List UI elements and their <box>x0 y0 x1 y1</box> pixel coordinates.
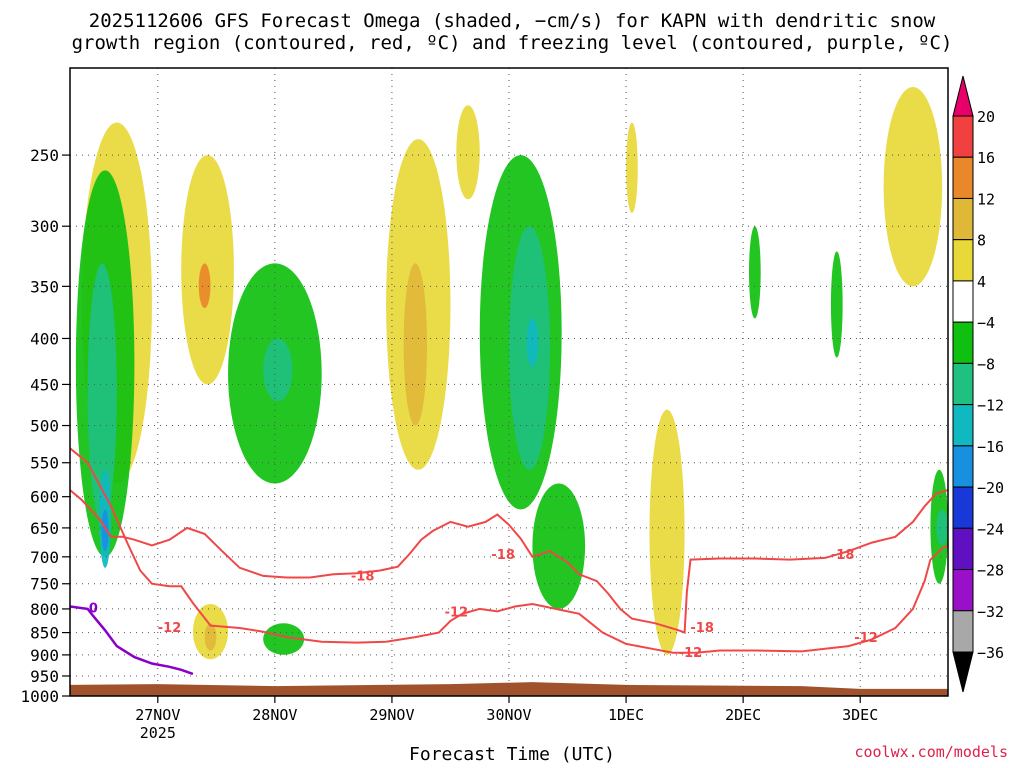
colorbar-label: 8 <box>977 232 986 250</box>
omega-shading <box>456 105 480 200</box>
omega-shading <box>649 409 685 655</box>
source-credit: coolwx.com/models <box>854 743 1008 761</box>
omega-shading <box>263 338 293 402</box>
dgz-contour-minus18 <box>70 489 948 635</box>
y-tick-label: 500 <box>30 417 59 436</box>
x-tick-label: 27NOV <box>135 706 180 724</box>
colorbar-segment <box>952 445 974 488</box>
colorbar-segment <box>952 362 974 406</box>
x-tick-label: 3DEC <box>842 706 878 724</box>
colorbar-label: −36 <box>977 644 1004 662</box>
y-tick-label: 650 <box>30 519 59 538</box>
colorbar-label: −28 <box>977 562 1004 580</box>
omega-shading <box>204 623 217 651</box>
colorbar-segment <box>952 115 974 158</box>
freezing-contour-label: 0 <box>89 601 98 616</box>
colorbar-top-arrow <box>952 75 974 117</box>
colorbar-label: −32 <box>977 603 1004 621</box>
colorbar-label: −24 <box>977 520 1004 538</box>
colorbar-segment <box>952 239 974 282</box>
colorbar-label: 16 <box>977 149 995 167</box>
omega-shading <box>87 263 117 522</box>
x-tick-label: 30NOV <box>486 706 531 724</box>
plot-area: -18 -18 -18 -18 -12 -12 -12 -12 0 <box>70 68 948 696</box>
omega-shading <box>532 483 586 609</box>
y-tick-label: 400 <box>30 329 59 348</box>
y-tick-label: 600 <box>30 488 59 507</box>
colorbar-segment <box>952 280 974 323</box>
omega-shading <box>263 623 305 655</box>
colorbar-bottom-arrow <box>952 651 974 693</box>
omega-shading <box>626 122 638 213</box>
colorbar-segment <box>952 321 974 364</box>
omega-shading <box>883 87 943 287</box>
colorbar-label: −4 <box>977 314 995 332</box>
y-tick-label: 350 <box>30 277 59 296</box>
dgz-contour-label: -18 <box>690 621 714 636</box>
chart-title-line1: 2025112606 GFS Forecast Omega (shaded, −… <box>88 10 936 32</box>
colorbar-label: −8 <box>977 355 995 373</box>
omega-shading <box>101 509 109 552</box>
colorbar-segment <box>952 486 974 529</box>
y-tick-label: 300 <box>30 217 59 236</box>
x-tick-label: 28NOV <box>252 706 297 724</box>
colorbar-label: −12 <box>977 397 1004 415</box>
omega-shading <box>830 251 843 358</box>
y-tick-label: 250 <box>30 146 59 165</box>
colorbar-label: −20 <box>977 479 1004 497</box>
y-tick-label: 850 <box>30 624 59 643</box>
colorbar-segment <box>952 404 974 447</box>
colorbar-segment <box>952 610 974 653</box>
x-tick-label: 1DEC <box>608 706 644 724</box>
colorbar-label: 12 <box>977 190 995 208</box>
ground-terrain <box>70 682 948 696</box>
y-tick-label: 800 <box>30 600 59 619</box>
colorbar-label: 4 <box>977 273 986 291</box>
y-tick-label: 900 <box>30 646 59 665</box>
dgz-contour-label: -18 <box>831 548 855 563</box>
y-tick-label: 450 <box>30 375 59 394</box>
colorbar-segment <box>952 156 974 199</box>
x-tick-label: 2DEC <box>725 706 761 724</box>
x-axis-title: Forecast Time (UTC) <box>409 744 615 765</box>
dgz-contour-label: -12 <box>158 621 182 636</box>
y-tick-label: 1000 <box>20 687 59 706</box>
omega-shading <box>936 509 948 546</box>
x-tick-label: 29NOV <box>369 706 414 724</box>
chart-title-line2: growth region (contoured, red, ºC) and f… <box>71 32 953 54</box>
omega-shading <box>198 263 211 309</box>
dgz-contour-label: -18 <box>351 569 375 584</box>
omega-shading <box>748 226 761 319</box>
x-year-label: 2025 <box>140 724 176 742</box>
colorbar-label: 20 <box>977 108 995 126</box>
y-tick-label: 950 <box>30 667 59 686</box>
colorbar-segment <box>952 569 974 612</box>
colorbar-segment <box>952 527 974 571</box>
colorbar-segment <box>952 197 974 241</box>
dgz-contour-label: -12 <box>679 646 703 661</box>
dgz-contour-label: -12 <box>854 631 878 646</box>
colorbar-label: −16 <box>977 438 1004 456</box>
dgz-contour-minus12 <box>70 447 948 654</box>
y-tick-label: 550 <box>30 454 59 473</box>
omega-shading <box>403 263 428 426</box>
y-tick-label: 700 <box>30 548 59 567</box>
freezing-level-contour <box>70 605 194 676</box>
dgz-contour-label: -12 <box>445 605 469 620</box>
y-tick-label: 750 <box>30 575 59 594</box>
dgz-contour-label: -18 <box>491 548 515 563</box>
omega-shading <box>526 318 539 367</box>
